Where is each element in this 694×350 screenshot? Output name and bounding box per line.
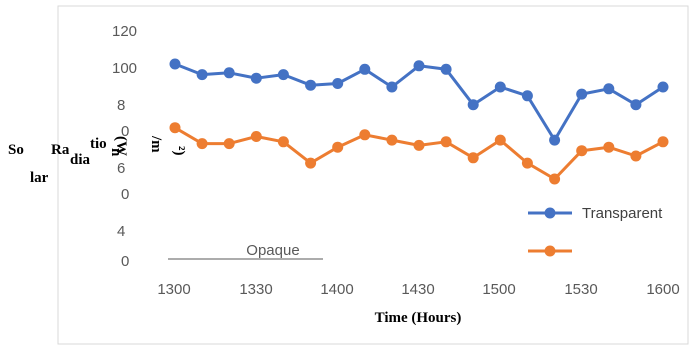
data-point-transparent <box>576 88 588 100</box>
y-axis-title-part-5: tio <box>90 136 107 152</box>
data-point-opaque <box>467 152 479 164</box>
data-point-transparent <box>359 63 371 75</box>
data-point-transparent <box>657 81 669 93</box>
data-point-opaque <box>549 173 561 185</box>
data-point-opaque <box>630 150 642 162</box>
data-point-transparent <box>413 60 425 72</box>
y-tick-label: 8 <box>117 97 125 114</box>
x-tick-label: 1500 <box>482 281 515 298</box>
x-tick-label: 1300 <box>157 281 190 298</box>
y-tick-label: 0 <box>121 253 129 270</box>
data-point-transparent <box>494 81 506 93</box>
data-point-transparent <box>386 81 398 93</box>
data-point-transparent <box>223 67 235 79</box>
x-axis-title: Time (Hours) <box>375 310 462 326</box>
data-point-opaque <box>305 157 317 169</box>
data-point-opaque <box>576 145 588 157</box>
data-point-transparent <box>603 83 615 95</box>
data-point-transparent <box>521 90 533 102</box>
y-axis-title-part-6: n <box>108 148 124 157</box>
data-point-opaque <box>250 131 262 142</box>
legend-marker <box>544 245 556 257</box>
data-point-transparent <box>630 99 642 111</box>
y-tick-label: 4 <box>117 223 125 240</box>
data-point-opaque <box>196 138 208 150</box>
y-axis-title-part-9: ²) <box>171 146 187 156</box>
legend: Transparent <box>528 205 663 257</box>
x-tick-label: 1530 <box>564 281 597 298</box>
data-point-transparent <box>277 69 289 81</box>
data-point-transparent <box>169 58 181 70</box>
y-axis-title-part-1: So <box>8 142 24 158</box>
y-axis-title-part-7: (W <box>113 136 129 156</box>
y-axis-title-part-4: dia <box>70 152 91 168</box>
data-point-opaque <box>413 139 425 151</box>
y-axis-title-part-3: Ra <box>51 142 70 158</box>
data-point-transparent <box>549 134 561 146</box>
stray-series-label: Opaque <box>246 242 299 259</box>
data-point-transparent <box>332 78 344 89</box>
y-tick-label: 100 <box>112 60 137 77</box>
data-point-opaque <box>657 136 669 148</box>
data-point-opaque <box>359 129 371 141</box>
y-axis-title-part-2: lar <box>30 170 49 186</box>
x-tick-label: 1400 <box>320 281 353 298</box>
data-point-opaque <box>521 157 533 169</box>
legend-label: Transparent <box>582 205 663 222</box>
data-point-transparent <box>250 72 262 84</box>
data-point-opaque <box>169 122 181 134</box>
plot-series <box>169 58 669 185</box>
data-point-transparent <box>305 79 317 91</box>
x-tick-label: 1330 <box>239 281 272 298</box>
y-tick-label: 6 <box>117 160 125 177</box>
legend-marker <box>544 207 556 219</box>
chart-frame <box>57 5 689 345</box>
data-point-opaque <box>494 134 506 146</box>
data-point-opaque <box>440 136 452 148</box>
y-axis-title: So lar Ra dia tio n (W /m ²) <box>8 135 187 186</box>
data-point-opaque <box>386 134 398 146</box>
data-point-opaque <box>332 141 344 153</box>
data-point-opaque <box>223 138 235 150</box>
data-point-transparent <box>440 63 452 75</box>
data-point-transparent <box>467 99 479 111</box>
y-tick-label: 0 <box>121 186 129 203</box>
data-point-opaque <box>603 141 615 153</box>
y-tick-label: 120 <box>112 23 137 40</box>
y-tick-label: 0 <box>121 123 129 140</box>
data-point-transparent <box>196 69 208 81</box>
x-tick-label: 1430 <box>401 281 434 298</box>
x-axis-ticks: 1300 1330 1400 1430 1500 1530 1600 <box>157 281 679 298</box>
y-axis-title-part-8: /m <box>148 135 164 153</box>
x-tick-label: 1600 <box>646 281 679 298</box>
data-point-opaque <box>277 136 289 148</box>
